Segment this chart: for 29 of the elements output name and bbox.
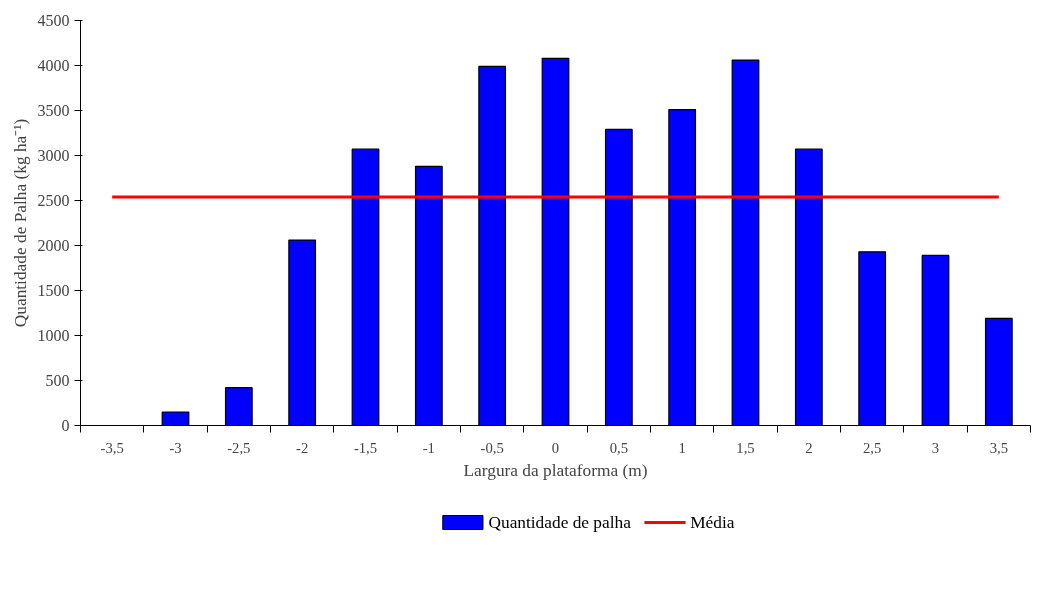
x-axis-title: Largura da plataforma (m) [463, 460, 648, 480]
y-tick-label: 4500 [37, 12, 70, 29]
y-tick-label: 4000 [37, 57, 70, 74]
x-tick-label: -0,5 [480, 439, 504, 456]
x-tick-label: 0 [551, 439, 560, 456]
x-tick-label: 3 [931, 439, 940, 456]
x-tick-label: 3,5 [989, 439, 1008, 456]
y-tick-label: 2000 [37, 237, 70, 254]
x-tick-label: -3 [169, 439, 182, 456]
y-tick-label: 1000 [37, 327, 70, 344]
legend-label: Média [690, 513, 735, 532]
y-tick-label: 0 [61, 417, 70, 434]
x-tick-label: 2 [805, 439, 813, 456]
x-tick-label: -2,5 [227, 439, 251, 456]
x-tick-label: 1,5 [736, 439, 755, 456]
x-tick-label: -3,5 [100, 439, 124, 456]
x-tick-label: -2 [296, 439, 309, 456]
y-tick-label: 1500 [37, 282, 70, 299]
legend-label: Quantidade de palha [488, 513, 632, 532]
x-tick-label: 1 [678, 439, 686, 456]
y-axis-title: Quantidade de Palha (kg ha⁻¹) [10, 118, 30, 328]
y-tick-label: 500 [45, 372, 70, 389]
y-tick-label: 3000 [37, 147, 70, 164]
x-tick-label: 2,5 [863, 439, 882, 456]
y-tick-label: 3500 [37, 102, 70, 119]
x-tick-label: -1 [422, 439, 435, 456]
x-tick-label: 0,5 [609, 439, 628, 456]
y-tick-label: 2500 [37, 192, 70, 209]
x-tick-label: -1,5 [353, 439, 378, 456]
